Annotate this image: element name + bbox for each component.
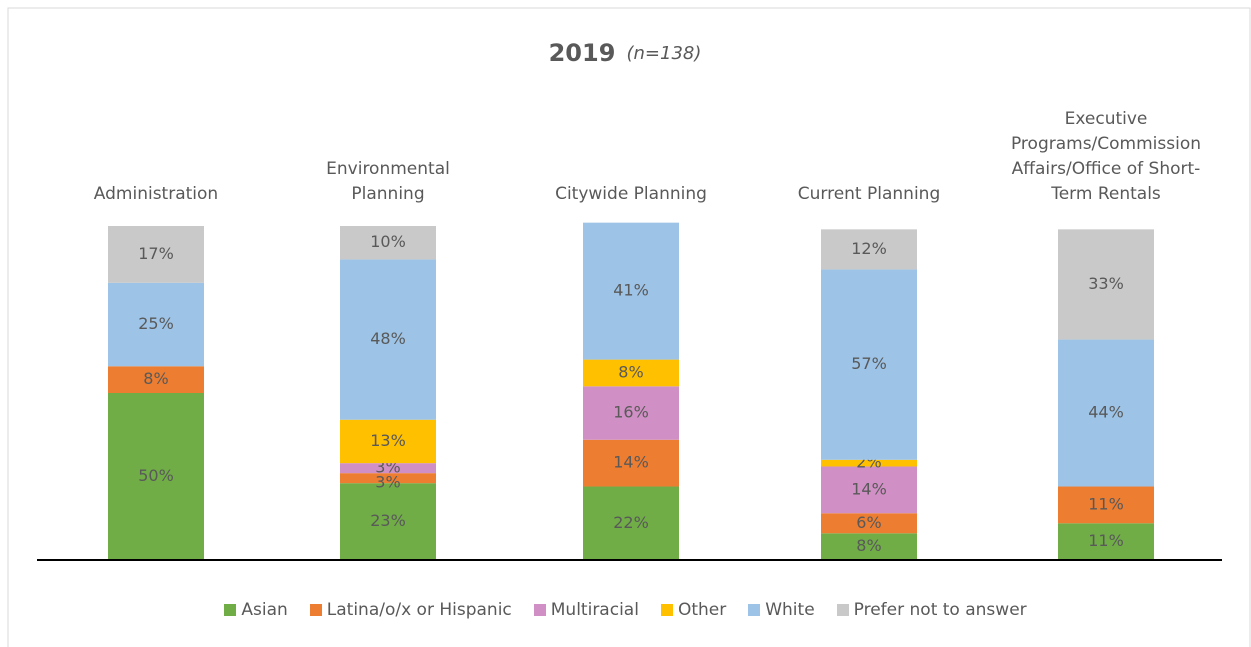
data-label: 11% <box>1088 494 1124 513</box>
data-label: 17% <box>138 244 174 263</box>
data-label: 14% <box>613 453 649 472</box>
data-label: 25% <box>138 314 174 333</box>
legend-label: White <box>765 600 815 620</box>
chart-border <box>7 7 1251 647</box>
bar-segment <box>821 229 917 270</box>
data-label: 6% <box>856 513 881 532</box>
legend-swatch <box>748 604 761 616</box>
bar-segment <box>583 386 679 440</box>
data-label: 44% <box>1088 403 1124 422</box>
bar-segment <box>821 533 917 560</box>
data-label: 8% <box>856 536 881 555</box>
x-tick-label: Administration <box>93 184 219 204</box>
bar-segment <box>108 366 204 393</box>
data-label: 48% <box>370 329 406 348</box>
data-label: 8% <box>618 362 643 381</box>
data-label: 10% <box>370 232 406 251</box>
legend-item: Prefer not to answer <box>836 600 1027 620</box>
chart-title: 2019 <box>549 39 616 67</box>
bar-segment <box>108 282 204 367</box>
data-label: 41% <box>613 281 649 300</box>
legend-item: Asian <box>224 600 288 620</box>
data-label: 12% <box>851 239 887 258</box>
legend-swatch <box>533 604 546 616</box>
data-label: 14% <box>851 479 887 498</box>
data-label: 22% <box>613 513 649 532</box>
bar-segment <box>1058 523 1154 560</box>
bar-segment <box>821 466 917 514</box>
bar-segment <box>583 359 679 387</box>
bar-segment <box>340 463 436 474</box>
x-tick-label: Executive Programs/Commission Affairs/Of… <box>1010 109 1202 204</box>
bar-segment <box>583 439 679 487</box>
data-label: 33% <box>1088 274 1124 293</box>
legend-swatch <box>836 604 849 616</box>
legend: Asian Latina/o/x or Hispanic Multiracial Ot… <box>0 600 1251 620</box>
legend-label: Prefer not to answer <box>853 600 1027 620</box>
x-tick-label: Citywide Planning <box>555 184 707 204</box>
legend-item: Latina/o/x or Hispanic <box>309 600 512 620</box>
x-tick-label: Current Planning <box>797 184 941 204</box>
bar-segment <box>340 473 436 484</box>
legend-swatch <box>660 604 673 616</box>
legend-swatch <box>309 604 322 616</box>
bar-segment <box>1058 486 1154 524</box>
bar-segment <box>340 419 436 464</box>
bar-segment <box>583 222 679 360</box>
bar-segment <box>340 483 436 560</box>
data-label: 8% <box>143 369 168 388</box>
bar-segment <box>340 259 436 420</box>
legend-item: Multiracial <box>533 600 639 620</box>
data-label: 13% <box>370 431 406 450</box>
x-tick-label: Environmental Planning <box>326 159 450 204</box>
bar-segment <box>821 513 917 534</box>
data-label: 23% <box>370 511 406 530</box>
legend-label: Latina/o/x or Hispanic <box>326 600 512 620</box>
bar-segment <box>108 393 204 560</box>
legend-item: White <box>748 600 815 620</box>
data-label: 57% <box>851 354 887 373</box>
chart-subtitle: (n=138) <box>626 43 701 64</box>
data-label: 11% <box>1088 531 1124 550</box>
chart-title-group: 2019 (n=138) <box>549 39 702 67</box>
data-label: 3% <box>375 473 400 492</box>
legend-label: Asian <box>241 600 288 620</box>
bar-segment <box>1058 339 1154 487</box>
legend-label: Other <box>677 600 727 620</box>
bar-segment <box>340 226 436 260</box>
data-label: 16% <box>613 403 649 422</box>
legend-swatch <box>224 604 237 616</box>
bar-segment <box>821 269 917 460</box>
legend-label: Multiracial <box>550 600 639 620</box>
data-label: 50% <box>138 466 174 485</box>
bar-segment <box>821 459 917 467</box>
bar-segment <box>583 486 679 560</box>
legend-item: Other <box>660 600 727 620</box>
bar-segment <box>108 226 204 283</box>
bar-segment <box>1058 229 1154 340</box>
